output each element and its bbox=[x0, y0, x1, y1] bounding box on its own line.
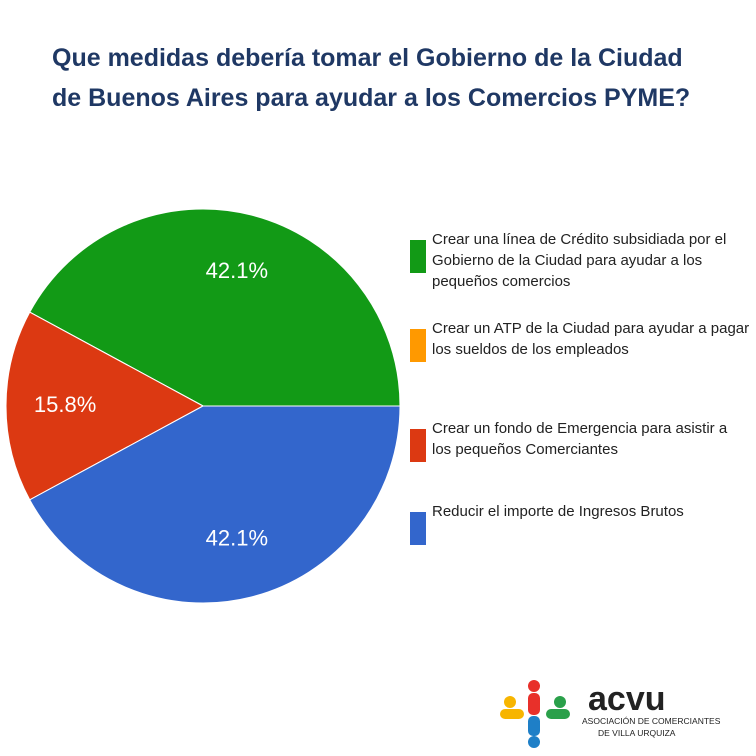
legend-swatch bbox=[410, 429, 426, 462]
slice bbox=[29, 208, 401, 407]
slice-labels: 42.1% 15.8% 42.1% bbox=[34, 258, 268, 550]
slice-label: 42.1% bbox=[206, 258, 268, 283]
slice bbox=[29, 405, 401, 604]
legend-swatch bbox=[410, 329, 426, 362]
slices bbox=[5, 208, 401, 604]
slice bbox=[5, 311, 205, 501]
legend-label: Crear una línea de Crédito subsidiada po… bbox=[432, 231, 727, 290]
legend-label: Crear un fondo de Emergencia para asisti… bbox=[432, 420, 728, 458]
logo-name: acvu bbox=[588, 680, 666, 718]
legend-swatch bbox=[410, 512, 426, 545]
logo-line: ASOCIACIÓN DE COMERCIANTES bbox=[582, 716, 721, 726]
slice-label: 42.1% bbox=[206, 525, 268, 550]
logo-icon bbox=[500, 680, 570, 748]
legend-label: Crear un ATP de la Ciudad para ayudar a … bbox=[432, 320, 750, 358]
slice-label: 15.8% bbox=[34, 392, 96, 417]
logo-line: DE VILLA URQUIZA bbox=[598, 728, 676, 738]
legend-swatch bbox=[410, 240, 426, 273]
chart-title: Que medidas debería tomar el Gobierno de… bbox=[52, 44, 691, 112]
legend-label: Reducir el importe de Ingresos Brutos bbox=[432, 503, 684, 520]
